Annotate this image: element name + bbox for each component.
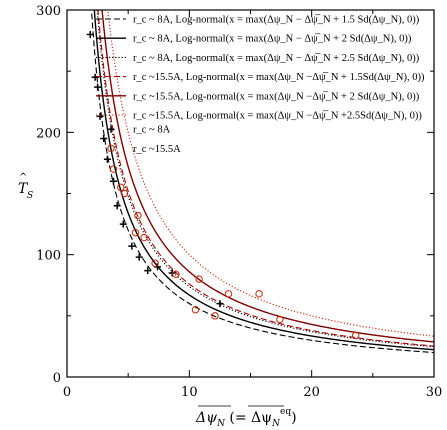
point-rc-15-5a <box>109 165 118 173</box>
point-rc-8a <box>168 269 176 277</box>
point-rc-15-5a <box>191 306 200 314</box>
legend-label-4: r_c ~15.5A, Log-normal(x = max(Δψ_N −Δψ̅… <box>133 72 425 83</box>
legend-label-3: r_c ~ 8A, Log-normal(x = max(Δψ_N − Δψ̅_… <box>133 53 420 64</box>
x-tick-label: 20 <box>303 385 320 400</box>
fit-curve-5 <box>101 10 434 343</box>
fit-curve-3 <box>96 10 434 348</box>
point-rc-15-5a <box>131 228 140 237</box>
point-rc-15-5a <box>276 315 284 324</box>
point-rc-8a <box>216 300 224 308</box>
point-rc-8a <box>119 220 127 228</box>
svg-text:^: ^ <box>19 172 27 183</box>
y-tick-label: 0 <box>53 371 61 386</box>
fit-curve-6 <box>107 10 434 337</box>
fit-curve-2 <box>93 10 434 351</box>
fit-curve-4 <box>97 10 434 347</box>
legend-series-label-1: r_c ~ 8A <box>133 125 171 136</box>
point-rc-8a <box>100 134 108 142</box>
legend: r_c ~ 8A, Log-normal(x = max(Δψ_N − Δψ̅_… <box>96 15 425 155</box>
point-rc-8a <box>91 73 99 81</box>
point-rc-8a <box>135 253 143 261</box>
fit-curve-1 <box>90 10 434 354</box>
point-rc-15-5a <box>117 183 125 192</box>
y-tick-label: 300 <box>36 4 61 19</box>
x-tick-label: 30 <box>426 385 443 400</box>
point-rc-8a <box>96 112 104 120</box>
point-rc-8a <box>128 242 136 250</box>
point-rc-8a <box>109 177 117 185</box>
point-rc-8a <box>144 267 152 275</box>
point-rc-15-5a <box>211 312 219 320</box>
point-rc-15-5a <box>224 290 233 298</box>
legend-series-label-2: r_c ~15.5A <box>133 144 181 155</box>
y-axis-label: T ^ S <box>18 172 33 201</box>
legend-marker-plus <box>107 125 115 133</box>
fit-curves <box>90 10 434 354</box>
point-rc-8a <box>94 83 102 91</box>
x-tick-label: 10 <box>181 385 198 400</box>
point-rc-8a <box>113 202 121 210</box>
y-tick-label: 100 <box>36 249 61 264</box>
point-rc-15-5a <box>120 189 129 198</box>
legend-label-2: r_c ~ 8A, Log-normal(x = max(Δψ_N − Δψ̅_… <box>133 34 412 45</box>
point-rc-15-5a <box>151 259 159 267</box>
legend-marker-circle <box>107 144 115 153</box>
legend-label-1: r_c ~ 8A, Log-normal(x = max(Δψ_N − Δψ̅_… <box>133 15 420 26</box>
point-rc-8a <box>86 30 94 38</box>
svg-text:ΔψN (= ΔψNeq): ΔψN (= ΔψNeq) <box>195 407 297 429</box>
svg-text:T: T <box>18 181 29 197</box>
point-rc-8a <box>103 155 111 163</box>
x-axis-label: ΔψN (= ΔψNeq) <box>195 405 297 429</box>
svg-text:S: S <box>27 191 33 201</box>
point-rc-15-5a <box>140 233 148 242</box>
point-rc-15-5a <box>134 211 142 220</box>
point-rc-15-5a <box>172 270 180 278</box>
data-points <box>86 30 360 340</box>
legend-label-6: r_c ~15.5A, Log-normal(x = max(Δψ_N −Δψ̅… <box>133 111 422 122</box>
point-rc-15-5a <box>352 331 360 340</box>
point-rc-15-5a <box>195 275 203 283</box>
y-tick-label: 200 <box>36 126 61 141</box>
point-rc-15-5a <box>255 290 263 298</box>
x-tick-label: 0 <box>63 385 71 400</box>
legend-label-5: r_c ~15.5A, Log-normal(x = max(Δψ_N −Δψ̅… <box>133 91 420 102</box>
